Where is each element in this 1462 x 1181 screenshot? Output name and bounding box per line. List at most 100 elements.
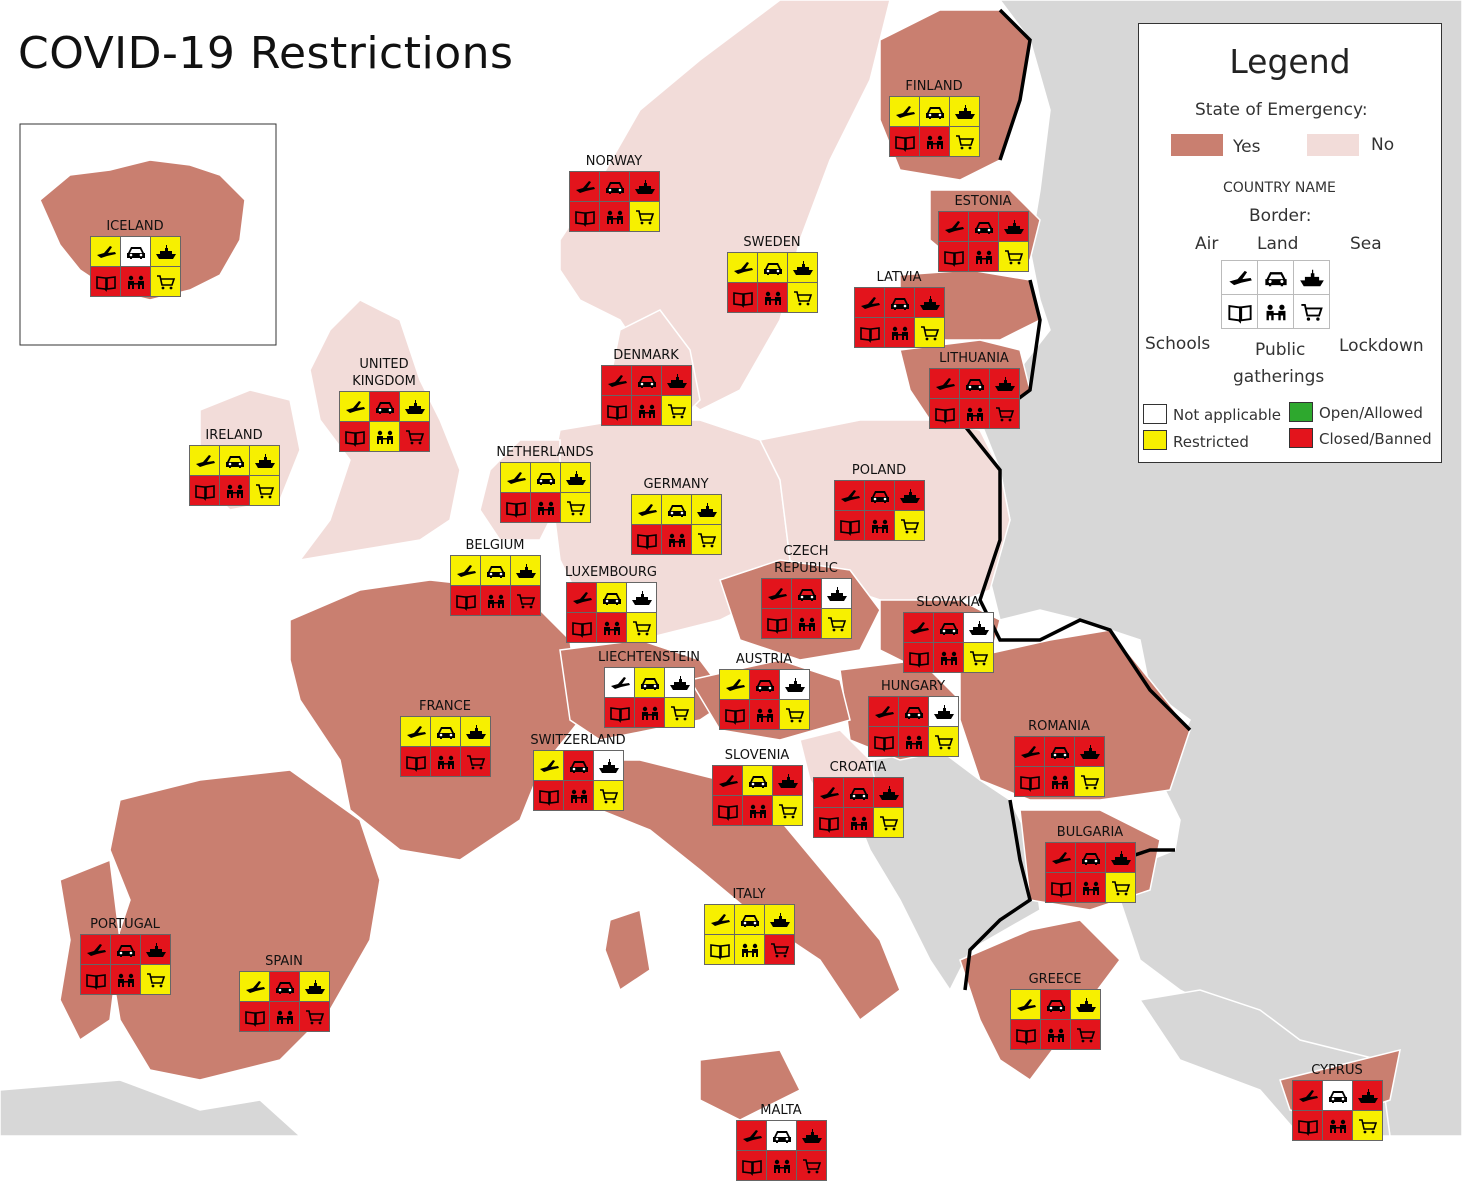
cart-icon [255, 483, 274, 498]
cell-cart [511, 586, 540, 615]
cell-people [531, 493, 560, 522]
cell-cart [999, 242, 1028, 271]
cell-ship [950, 97, 979, 126]
country-label-france: FRANCE [419, 699, 471, 714]
restriction-grid-poland [834, 480, 925, 541]
cell-cart [990, 399, 1019, 428]
car-icon [375, 401, 394, 414]
people-icon [127, 275, 144, 289]
cell-cart [630, 202, 659, 231]
people-icon [1047, 1028, 1064, 1042]
legend-cell-plane [1222, 261, 1257, 294]
restriction-grid-czech-republic [761, 578, 852, 639]
cart-icon [516, 593, 535, 608]
country-label-cyprus: CYPRUS [1311, 1063, 1363, 1078]
cell-people [1045, 767, 1074, 796]
ship-icon [598, 758, 619, 773]
restriction-grid-malta [736, 1120, 827, 1181]
cell-people [431, 747, 460, 776]
cell-book [869, 727, 898, 756]
cell-cart [773, 796, 802, 825]
cell-ship [773, 766, 802, 795]
cell-plane [570, 172, 599, 201]
ship-icon [669, 675, 690, 690]
cart-icon [1111, 880, 1130, 895]
car-icon [890, 297, 909, 310]
plane-icon [86, 943, 106, 956]
legend-title: Legend [1229, 42, 1351, 81]
plane-icon [607, 374, 627, 387]
restriction-grid-lithuania [929, 368, 1020, 429]
legend-box-restricted [1143, 430, 1167, 450]
book-icon [455, 594, 476, 611]
cell-ship [461, 717, 490, 746]
cell-people [270, 1002, 299, 1031]
cell-people [220, 476, 249, 505]
ship-icon [826, 586, 847, 601]
cell-plane [705, 905, 734, 934]
cell-book [705, 935, 734, 964]
cart-icon [785, 707, 804, 722]
book-icon [943, 250, 964, 267]
page-title: COVID-19 Restrictions [18, 28, 514, 79]
book-icon [85, 973, 106, 990]
cell-people [899, 727, 928, 756]
legend: Legend State of Emergency: Yes No COUNTR… [1138, 23, 1442, 463]
book-icon [405, 755, 426, 772]
book-icon [934, 407, 955, 424]
restriction-grid-greece [1010, 989, 1101, 1050]
people-icon [741, 943, 758, 957]
cell-ship [561, 463, 590, 492]
cell-book [762, 609, 791, 638]
restriction-grid-switzerland [533, 750, 624, 811]
country-label-poland: POLAND [851, 463, 907, 478]
cell-plane [605, 668, 634, 697]
cart-icon [793, 290, 812, 305]
country-label-finland: FINLAND [905, 79, 963, 94]
legend-cell-ship [1294, 261, 1329, 294]
people-icon [641, 706, 658, 720]
cell-cart [964, 643, 993, 672]
restriction-grid-denmark [601, 365, 692, 426]
cell-people [969, 242, 998, 271]
book-icon [609, 706, 630, 723]
cell-cart [400, 422, 429, 451]
legend-cell-book [1222, 295, 1257, 328]
cell-plane [930, 369, 959, 398]
cell-cart [1106, 873, 1135, 902]
cell-cart [797, 1151, 826, 1180]
cell-plane [240, 972, 269, 1001]
plane-icon [895, 105, 915, 118]
people-icon [376, 430, 393, 444]
cell-book [1293, 1111, 1322, 1140]
cell-car [564, 751, 593, 780]
cell-cart [822, 609, 851, 638]
ship-icon [565, 470, 586, 485]
book-icon [1015, 1028, 1036, 1045]
cell-car [431, 717, 460, 746]
cell-plane [567, 583, 596, 612]
country-label-greece: GREECE [1028, 972, 1082, 987]
legend-icon-grid [1221, 260, 1330, 329]
cell-plane [869, 697, 898, 726]
people-icon [276, 1010, 293, 1024]
cell-car [969, 212, 998, 241]
cell-ship [929, 697, 958, 726]
plane-icon [245, 980, 265, 993]
ship-icon [515, 563, 536, 578]
car-icon [436, 726, 455, 739]
cell-ship [990, 369, 1019, 398]
legend-cell-car [1258, 261, 1293, 294]
cell-cart [461, 747, 490, 776]
book-icon [344, 430, 365, 447]
legend-air: Air [1195, 234, 1219, 254]
cell-car [1041, 990, 1070, 1019]
car-icon [116, 944, 135, 957]
cart-icon [635, 209, 654, 224]
legend-open: Open/Allowed [1319, 404, 1423, 422]
cell-people [792, 609, 821, 638]
book-icon [1019, 775, 1040, 792]
cell-plane [890, 97, 919, 126]
cell-ship [141, 935, 170, 964]
plane-icon [819, 786, 839, 799]
